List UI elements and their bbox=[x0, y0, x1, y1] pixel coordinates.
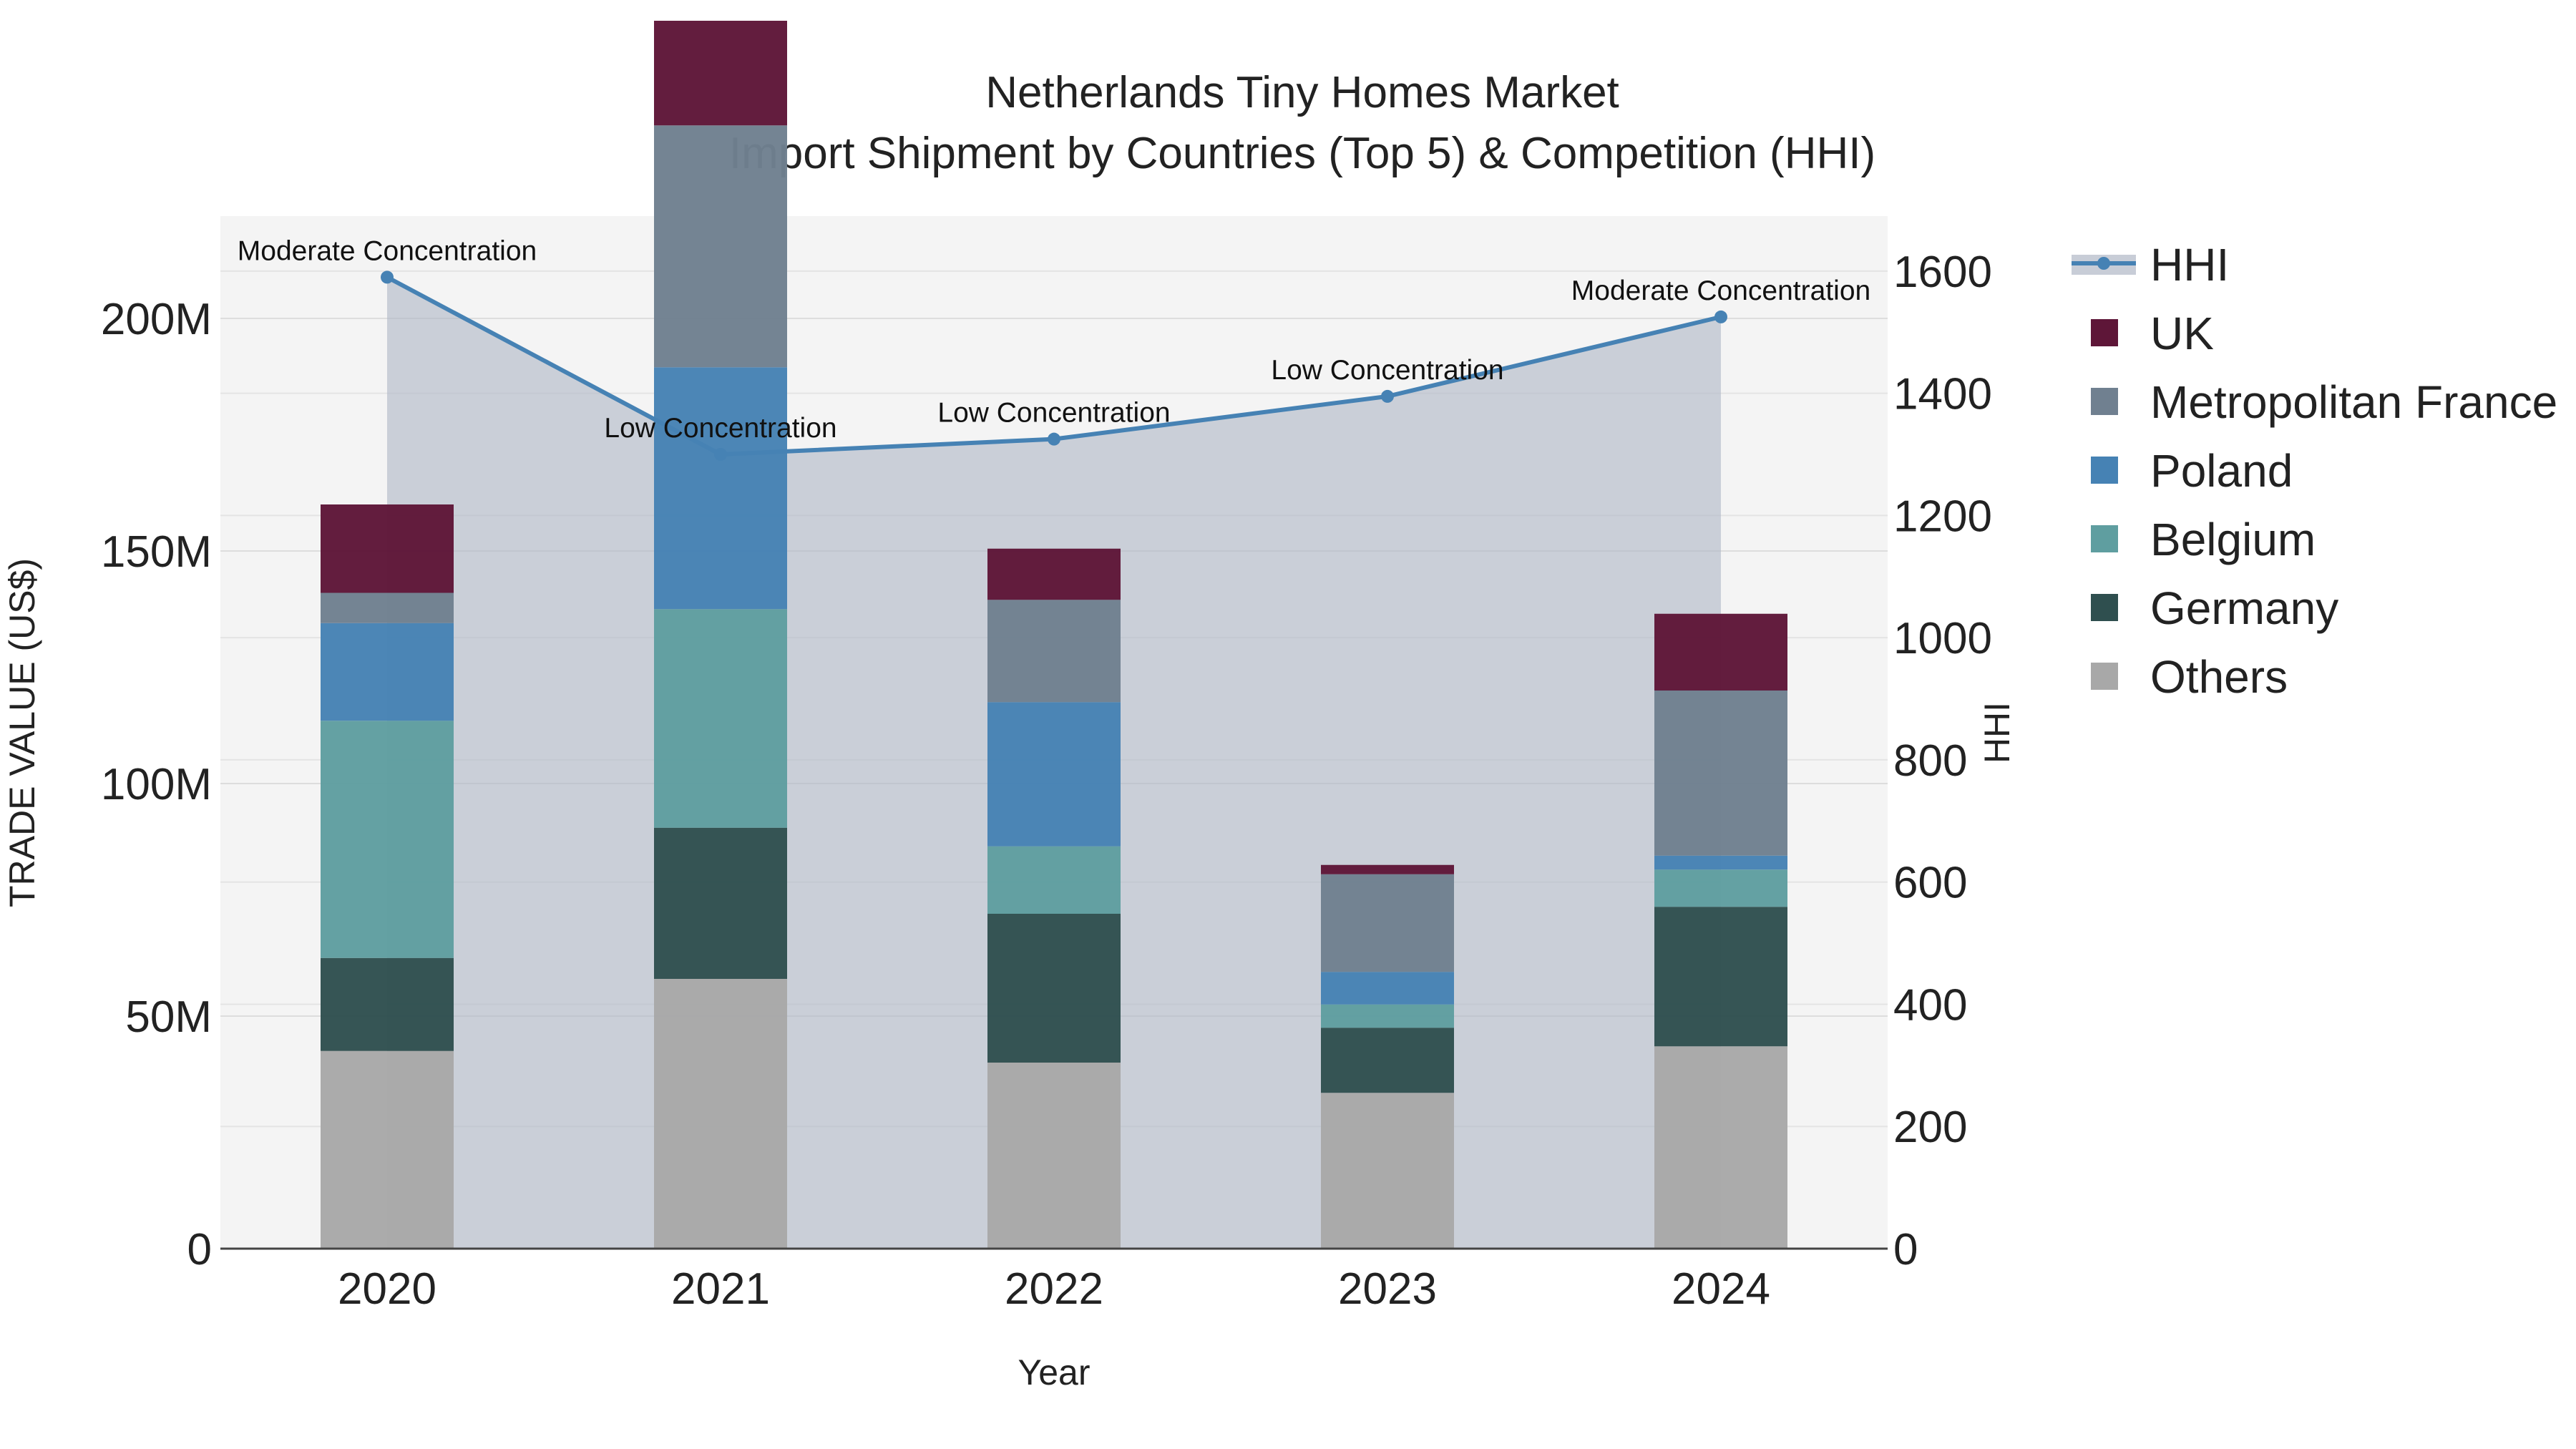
bar-germany-2022 bbox=[987, 914, 1121, 1063]
x-tick-label: 2022 bbox=[1005, 1264, 1103, 1314]
hhi-point-2023 bbox=[1381, 389, 1394, 403]
bar-others-2020 bbox=[321, 1050, 454, 1249]
x-axis-title: Year bbox=[1018, 1352, 1090, 1392]
legend-swatch-metropolitan-france bbox=[2091, 388, 2118, 415]
x-tick-label: 2024 bbox=[1672, 1264, 1770, 1314]
legend-label-poland: Poland bbox=[2150, 445, 2293, 497]
legend-label-metropolitan-france: Metropolitan France bbox=[2150, 376, 2557, 428]
bar-germany-2020 bbox=[321, 957, 454, 1051]
hhi-annotation-2021: Low Concentration bbox=[604, 413, 836, 444]
y2-tick-label: 1600 bbox=[1893, 248, 1992, 297]
bar-metropolitan-france-2024 bbox=[1654, 691, 1787, 856]
bar-uk-2024 bbox=[1654, 613, 1787, 691]
bars-layer bbox=[321, 21, 1787, 1249]
bar-belgium-2022 bbox=[987, 846, 1121, 914]
bar-poland-2024 bbox=[1654, 855, 1787, 870]
x-tick-label: 2021 bbox=[671, 1264, 770, 1314]
bar-poland-2023 bbox=[1321, 972, 1454, 1005]
bar-uk-2022 bbox=[987, 548, 1121, 600]
y2-tick-label: 800 bbox=[1893, 736, 1967, 786]
hhi-point-2022 bbox=[1048, 432, 1060, 446]
legend: HHI UK Metropolitan France Poland Belgium Ger… bbox=[2072, 239, 2557, 703]
hhi-line-layer bbox=[381, 270, 1727, 461]
bar-metropolitan-france-2020 bbox=[321, 592, 454, 623]
y2-tick-label: 1400 bbox=[1893, 370, 1992, 419]
y-tick-label: 100M bbox=[101, 760, 212, 809]
hhi-annotation-2024: Moderate Concentration bbox=[1571, 275, 1870, 306]
bar-uk-2020 bbox=[321, 504, 454, 593]
x-tick-label: 2023 bbox=[1338, 1264, 1437, 1314]
chart-title: Netherlands Tiny Homes Market bbox=[985, 68, 1619, 117]
y-tick-label: 0 bbox=[187, 1225, 212, 1274]
bar-germany-2021 bbox=[654, 827, 787, 979]
legend-label-uk: UK bbox=[2150, 308, 2214, 359]
hhi-annotation-2023: Low Concentration bbox=[1271, 355, 1503, 386]
y2-axis-ticks: 0 200 400 600 800 1000 1200 1400 1600 bbox=[1893, 248, 1992, 1274]
bar-poland-2021 bbox=[654, 367, 787, 610]
y-tick-label: 50M bbox=[125, 992, 212, 1042]
bar-others-2022 bbox=[987, 1063, 1121, 1249]
legend-swatch-uk bbox=[2091, 319, 2118, 346]
bar-belgium-2020 bbox=[321, 721, 454, 958]
y-tick-label: 200M bbox=[101, 295, 212, 344]
legend-swatch-belgium bbox=[2091, 525, 2118, 552]
y-axis-ticks: 0 50M 100M 150M 200M bbox=[101, 295, 212, 1274]
bar-metropolitan-france-2023 bbox=[1321, 874, 1454, 972]
hhi-annotation-2022: Low Concentration bbox=[937, 398, 1170, 429]
legend-label-others: Others bbox=[2150, 651, 2288, 703]
hhi-annotations: Moderate Concentration Low Concentration L… bbox=[238, 235, 1870, 444]
y2-tick-label: 200 bbox=[1893, 1103, 1967, 1152]
bar-others-2021 bbox=[654, 979, 787, 1249]
legend-swatch-poland bbox=[2091, 457, 2118, 484]
hhi-annotation-2020: Moderate Concentration bbox=[238, 235, 537, 266]
bar-belgium-2024 bbox=[1654, 869, 1787, 907]
legend-swatch-germany bbox=[2091, 594, 2118, 621]
bar-belgium-2021 bbox=[654, 609, 787, 828]
legend-label-germany: Germany bbox=[2150, 582, 2338, 634]
legend-label-belgium: Belgium bbox=[2150, 514, 2316, 565]
legend-swatch-others bbox=[2091, 663, 2118, 690]
bar-germany-2023 bbox=[1321, 1028, 1454, 1093]
y-tick-label: 150M bbox=[101, 527, 212, 577]
legend-label-hhi: HHI bbox=[2150, 239, 2229, 291]
y2-axis-title: HHI bbox=[1977, 702, 2017, 763]
bar-germany-2024 bbox=[1654, 907, 1787, 1047]
bar-others-2024 bbox=[1654, 1046, 1787, 1249]
hhi-point-2020 bbox=[381, 270, 394, 284]
chart-subtitle: Import Shipment by Countries (Top 5) & C… bbox=[729, 129, 1875, 178]
bar-belgium-2023 bbox=[1321, 1004, 1454, 1028]
bar-others-2023 bbox=[1321, 1093, 1454, 1249]
y2-tick-label: 400 bbox=[1893, 980, 1967, 1030]
legend-swatch-hhi-marker bbox=[2097, 257, 2110, 270]
bar-poland-2022 bbox=[987, 702, 1121, 847]
y2-tick-label: 600 bbox=[1893, 859, 1967, 908]
bar-poland-2020 bbox=[321, 623, 454, 721]
hhi-point-2021 bbox=[714, 448, 727, 461]
bar-metropolitan-france-2022 bbox=[987, 600, 1121, 703]
bar-uk-2023 bbox=[1321, 864, 1454, 874]
y2-tick-label: 1200 bbox=[1893, 492, 1992, 541]
x-tick-label: 2020 bbox=[338, 1264, 436, 1314]
hhi-point-2024 bbox=[1714, 310, 1727, 323]
x-axis-ticks: 2020 2021 2022 2023 2024 bbox=[338, 1264, 1770, 1314]
bar-uk-2021 bbox=[654, 21, 787, 126]
y2-tick-label: 1000 bbox=[1893, 614, 1992, 663]
y2-tick-label: 0 bbox=[1893, 1225, 1918, 1274]
y-axis-title: TRADE VALUE (US$) bbox=[2, 558, 42, 907]
bar-metropolitan-france-2021 bbox=[654, 125, 787, 368]
